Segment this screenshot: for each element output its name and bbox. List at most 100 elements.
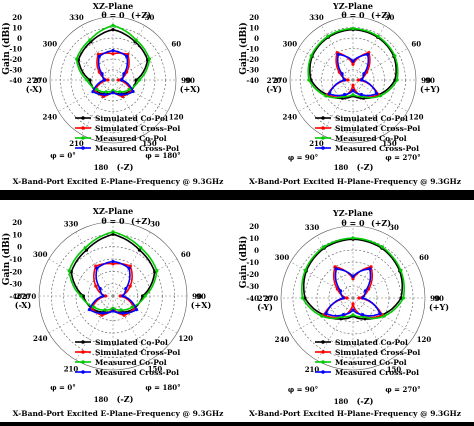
legend-marker [81, 146, 85, 150]
grid-spoke [316, 297, 354, 361]
phi-left-label: φ = 90° [288, 153, 318, 162]
data-point [83, 246, 87, 250]
angle-tick-label: 330 [69, 13, 84, 22]
phi-left-label: φ = 0° [50, 151, 75, 160]
data-point [351, 308, 355, 312]
angle-tick-label: 90 [425, 76, 435, 85]
data-point [324, 94, 328, 98]
radial-tick-label: 20 [249, 13, 259, 22]
y-axis-label: Gain (dBi) [238, 22, 249, 74]
data-point [111, 28, 115, 32]
angle-tick-label: 90 [430, 294, 440, 303]
data-point [351, 83, 355, 87]
data-point [361, 313, 365, 317]
theta-label: θ = 0 [341, 218, 365, 228]
angle-tick-label: 90 [434, 294, 444, 303]
data-point [303, 296, 307, 300]
data-point [81, 294, 85, 298]
angle-tick-label: 90 [196, 292, 206, 301]
data-point [111, 232, 115, 236]
data-point [351, 274, 355, 278]
grid-ring [321, 48, 385, 112]
data-point [134, 308, 139, 312]
legend-marker [321, 126, 325, 130]
data-point [303, 268, 307, 272]
data-point [380, 245, 384, 249]
legend-entry: Measured Cross-Pol [335, 144, 419, 153]
legend-entry: Simulated Cross-Pol [95, 348, 180, 357]
data-point [101, 311, 105, 315]
angle-tick-label: 180 [334, 163, 349, 172]
angle-tick-label: 30 [150, 219, 160, 228]
angle-tick-label: 210 [64, 365, 79, 374]
polar-chart-yz-top: 30 60 90 120 150 210 240 270 300 330 20 100 -10-20 -3… [238, 1, 461, 186]
data-point [100, 72, 104, 76]
right-direction-label: (+Y) [420, 84, 440, 94]
legend-entry: Measured Co-Pol [95, 358, 167, 367]
legend-entry: Simulated Co-Pol [95, 114, 168, 123]
minus-axis-label: (-Z) [117, 162, 134, 172]
legend-marker [321, 370, 325, 374]
data-point [309, 54, 313, 58]
polar-chart-yz-bottom: 30 60 90 120 150 210 240 270 300 330 20 10 0 -10 -20 -3… [238, 208, 461, 418]
radial-tick-label: -20 [9, 267, 22, 276]
radial-tick-label: -30 [246, 282, 259, 291]
grid-spoke [112, 25, 145, 81]
grid-spoke [58, 79, 114, 112]
grid-spoke [352, 261, 416, 299]
data-point [121, 311, 125, 315]
data-point [324, 312, 328, 316]
data-point [343, 78, 347, 82]
data-point [378, 94, 382, 98]
angle-tick-label: 330 [309, 13, 324, 22]
right-direction-label: (+X) [180, 84, 201, 94]
data-point [393, 54, 397, 58]
radial-tick-label: 10 [12, 230, 22, 239]
data-point [111, 309, 115, 313]
legend-entry: Measured Co-Pol [335, 358, 407, 367]
angle-tick-label: 330 [305, 223, 320, 232]
minus-axis-label: (-Z) [357, 162, 374, 172]
data-point [378, 312, 382, 316]
data-point [125, 54, 129, 59]
plus-axis-label: (+Z) [371, 218, 391, 228]
grid-spoke [298, 79, 354, 112]
radial-tick-label: -30 [9, 280, 22, 289]
legend-entry: Simulated Cross-Pol [335, 348, 420, 357]
figure-caption: X-Band-Port Excited H-Plane-Frequency @ … [249, 177, 461, 186]
angle-tick-label: 120 [409, 113, 424, 122]
grid-ring [280, 225, 426, 371]
data-point [351, 302, 355, 306]
radial-tick-label: 20 [12, 13, 22, 22]
legend-entry: Simulated Co-Pol [335, 338, 408, 347]
data-point [363, 289, 368, 293]
radial-tick-label: -40 [9, 292, 22, 301]
grid-spoke [112, 48, 168, 81]
grid-ring [81, 48, 145, 112]
data-point [143, 294, 147, 298]
angle-tick-label: 60 [171, 40, 181, 49]
data-point [351, 62, 355, 66]
data-point [111, 230, 115, 234]
data-point [88, 38, 92, 42]
data-point [351, 27, 355, 31]
angle-tick-label: 240 [33, 334, 48, 343]
grid-spoke [75, 231, 114, 297]
radial-tick-label: -10 [246, 258, 259, 267]
angle-tick-label: 210 [309, 139, 324, 148]
legend-marker [81, 370, 85, 374]
data-point [128, 284, 132, 288]
legend-marker [321, 340, 325, 344]
angle-tick-label: 60 [411, 40, 421, 49]
data-point [92, 305, 96, 309]
angle-tick-label: 300 [33, 250, 48, 259]
data-point [98, 287, 102, 291]
theta-label: θ = 0 [341, 10, 365, 20]
plane-title: YZ-Plane [332, 1, 373, 11]
angle-tick-label: 90 [181, 76, 191, 85]
angle-tick-label: 180 [94, 163, 109, 172]
data-point [104, 294, 108, 298]
angle-tick-label: 90 [185, 76, 195, 85]
